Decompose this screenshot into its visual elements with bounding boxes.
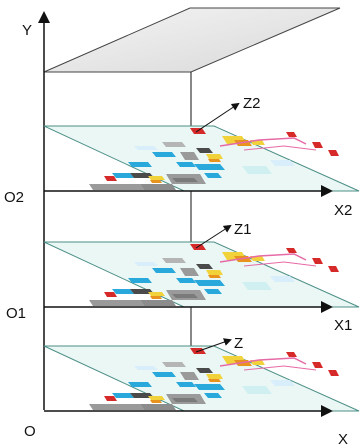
origin-label-o1: O1 bbox=[6, 305, 26, 322]
z2-axis-line bbox=[195, 102, 240, 133]
z1-axis-label: Z1 bbox=[234, 221, 252, 238]
z-axis-line bbox=[195, 338, 232, 353]
layer-plane-2 bbox=[43, 125, 360, 192]
origin-label-o2: O2 bbox=[4, 189, 24, 206]
x-axis-label: X bbox=[338, 431, 348, 448]
layer-plane-0 bbox=[43, 345, 360, 412]
x2-axis-label: X2 bbox=[334, 202, 352, 219]
z2-axis-label: Z2 bbox=[243, 95, 261, 112]
origin-label-o: O bbox=[24, 423, 36, 440]
x1-axis-label: X1 bbox=[334, 317, 352, 334]
top-plane bbox=[43, 7, 341, 73]
z1-axis-line bbox=[195, 224, 232, 249]
layer-plane-1 bbox=[43, 241, 360, 308]
y-axis-label: Y bbox=[22, 22, 32, 39]
z-axis-label: Z bbox=[234, 335, 243, 352]
